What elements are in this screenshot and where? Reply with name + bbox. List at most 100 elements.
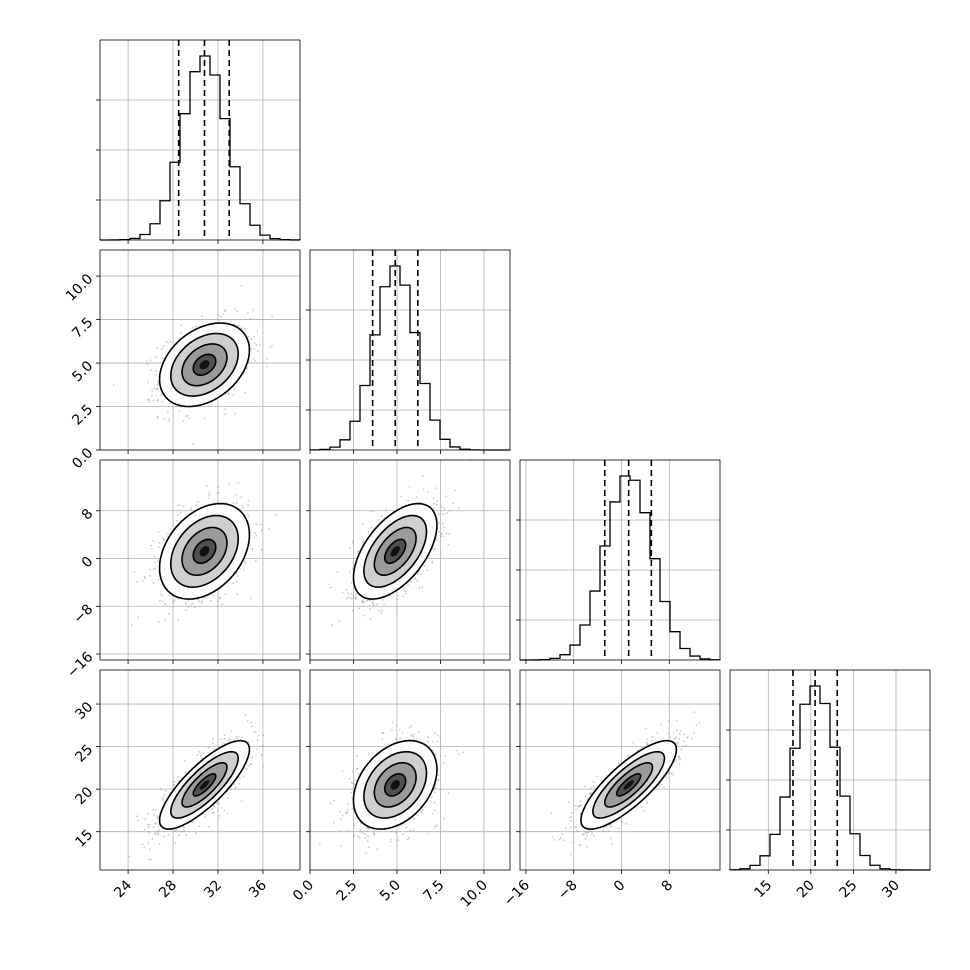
data-point	[194, 325, 197, 328]
data-point	[408, 485, 411, 488]
data-point	[174, 842, 177, 844]
data-point	[168, 418, 171, 421]
data-point	[417, 573, 419, 575]
x-tick-label: 28	[156, 877, 180, 901]
contour-line	[158, 322, 251, 408]
data-point	[413, 733, 415, 736]
data-point	[354, 598, 357, 601]
panel-content	[319, 721, 465, 854]
data-point	[250, 597, 253, 600]
data-point	[212, 594, 215, 597]
contour-line	[181, 526, 228, 577]
data-point	[589, 787, 592, 789]
data-point	[149, 848, 151, 850]
x-tick-label: 36	[246, 877, 270, 901]
data-point	[397, 839, 400, 842]
data-point	[443, 526, 446, 528]
contour-line	[158, 502, 251, 600]
data-point	[246, 512, 249, 515]
data-point	[153, 832, 156, 835]
data-point	[218, 802, 221, 805]
data-point	[247, 515, 250, 517]
data-point	[347, 592, 350, 595]
data-point	[353, 835, 356, 837]
data-point	[146, 363, 149, 365]
data-point	[186, 414, 189, 417]
data-point	[432, 749, 434, 752]
data-point	[435, 487, 438, 489]
data-point	[155, 388, 158, 390]
density-core	[390, 546, 400, 557]
data-point	[659, 723, 662, 726]
data-point	[349, 571, 351, 574]
data-point	[436, 540, 438, 542]
data-point	[222, 313, 225, 315]
data-point	[400, 824, 403, 827]
data-point	[217, 491, 220, 494]
data-point	[338, 620, 341, 623]
data-point	[188, 417, 190, 419]
data-point	[185, 603, 188, 606]
data-point	[345, 597, 348, 600]
data-point	[359, 829, 362, 832]
data-point	[224, 309, 227, 311]
data-point	[177, 619, 180, 622]
data-point	[173, 599, 176, 601]
data-point	[209, 600, 212, 602]
data-point	[441, 522, 444, 525]
data-point	[147, 381, 149, 384]
data-point	[154, 356, 157, 359]
data-point	[199, 755, 202, 757]
data-point	[227, 391, 230, 394]
data-point	[410, 724, 413, 727]
data-point	[178, 834, 181, 837]
data-point	[421, 475, 424, 477]
data-point	[361, 832, 364, 834]
data-point	[198, 825, 201, 828]
data-point	[230, 789, 232, 791]
data-point	[257, 734, 260, 737]
contour-line	[192, 538, 217, 565]
data-point	[350, 592, 353, 595]
data-point	[185, 609, 188, 611]
data-point	[148, 824, 151, 826]
data-point	[266, 365, 269, 368]
data-point	[156, 830, 159, 833]
data-point	[402, 833, 405, 835]
data-point	[193, 606, 196, 609]
data-point	[208, 492, 210, 495]
data-point	[205, 485, 208, 488]
data-point	[242, 506, 244, 509]
data-point	[151, 548, 153, 550]
data-point	[200, 602, 203, 604]
data-point	[434, 825, 436, 828]
panel-frame	[99, 669, 301, 871]
data-point	[255, 748, 258, 750]
data-point	[152, 540, 155, 542]
data-point	[156, 831, 159, 834]
data-point	[358, 836, 361, 839]
data-point	[228, 738, 231, 740]
data-point	[369, 607, 371, 610]
data-point	[367, 530, 370, 533]
data-point	[234, 412, 237, 415]
data-point	[235, 580, 238, 583]
data-point	[435, 503, 438, 506]
data-point	[156, 416, 159, 419]
data-point	[452, 502, 454, 505]
data-point	[235, 494, 238, 496]
data-point	[226, 812, 229, 815]
data-point	[395, 831, 397, 834]
data-point	[185, 833, 188, 836]
y-tick-label: 2.5	[69, 402, 96, 429]
data-point	[143, 818, 146, 821]
panel-content	[128, 714, 265, 861]
data-point	[184, 771, 187, 774]
data-point	[617, 827, 620, 830]
x-tick-label: 15	[751, 877, 775, 901]
data-point	[239, 567, 242, 570]
data-point	[213, 748, 216, 750]
data-point	[237, 324, 240, 327]
y-tick-label: 0	[79, 554, 97, 572]
data-point	[151, 394, 153, 397]
